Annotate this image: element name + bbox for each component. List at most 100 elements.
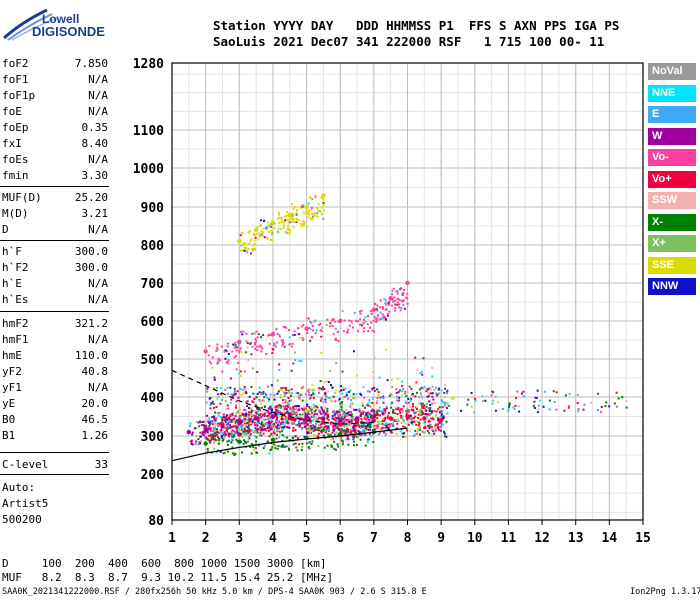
echo-point [363, 426, 366, 429]
echo-point [285, 211, 288, 214]
echo-point [236, 429, 239, 432]
echo-point [418, 396, 421, 399]
echo-point [252, 392, 255, 395]
param-value: N/A [88, 381, 108, 394]
echo-point [334, 448, 337, 451]
echo-point [338, 398, 341, 401]
echo-point [396, 398, 399, 401]
echo-point [375, 413, 378, 416]
echo-point [370, 417, 373, 420]
echo-point [352, 428, 355, 431]
echo-point [538, 399, 541, 402]
echo-point [281, 344, 284, 347]
echo-point [208, 439, 211, 442]
echo-point [374, 302, 377, 305]
echo-point [228, 416, 231, 419]
echo-point [419, 409, 422, 412]
echo-point [522, 390, 525, 393]
echo-point [296, 449, 299, 452]
echo-point [213, 378, 216, 381]
echo-point [300, 204, 303, 207]
echo-point [319, 322, 322, 325]
echo-point [508, 403, 511, 406]
echo-point [302, 211, 305, 214]
echo-point [262, 234, 265, 237]
echo-point [281, 427, 284, 430]
echo-point [312, 388, 315, 391]
echo-point [290, 215, 293, 218]
param-row: yF2 40.8 [2, 365, 108, 381]
echo-point [265, 418, 268, 421]
echo-point [330, 438, 333, 441]
echo-point [436, 419, 439, 422]
echo-point [240, 426, 243, 429]
echo-point [358, 323, 361, 326]
echo-point [385, 424, 388, 427]
echo-point [314, 434, 317, 437]
echo-point [277, 445, 280, 448]
echo-point [419, 418, 422, 421]
echo-point [257, 409, 260, 412]
echo-point [211, 366, 214, 369]
echo-point [348, 319, 351, 322]
echo-point [364, 428, 367, 431]
echo-point [567, 406, 570, 409]
echo-point [325, 396, 328, 399]
echo-point [269, 428, 272, 431]
echo-point [296, 327, 299, 330]
echo-point [383, 316, 386, 319]
echo-point [245, 412, 248, 415]
auto-line3: 500200 [2, 513, 42, 526]
echo-point [405, 401, 408, 404]
echo-point [320, 387, 323, 390]
echo-point [490, 394, 493, 397]
series-point [203, 427, 208, 433]
echo-point [258, 409, 261, 412]
echo-point [401, 385, 404, 388]
echo-point [388, 300, 391, 303]
echo-point [428, 387, 431, 390]
echo-point [307, 213, 310, 216]
echo-point [269, 405, 272, 408]
echo-point [285, 231, 288, 234]
echo-point [346, 430, 349, 433]
echo-point [238, 351, 241, 354]
echo-point [325, 380, 328, 383]
echo-point [269, 239, 272, 242]
echo-point [335, 362, 338, 365]
echo-point [234, 452, 237, 455]
echo-point [246, 405, 249, 408]
echo-point [307, 212, 310, 215]
echo-point [259, 344, 262, 347]
echo-point [281, 421, 284, 424]
echo-point [344, 418, 347, 421]
echo-point [267, 231, 270, 234]
echo-point [310, 218, 313, 221]
param-value: 25.20 [74, 191, 108, 204]
echo-point [246, 429, 249, 432]
echo-point [553, 401, 556, 404]
echo-point [394, 290, 397, 293]
echo-point [292, 208, 295, 211]
echo-point [254, 414, 257, 417]
echo-point [251, 332, 254, 335]
x-tick-label: 11 [501, 531, 517, 546]
echo-point [271, 238, 274, 241]
param-value: 33 [94, 458, 108, 471]
param-value: N/A [88, 105, 108, 118]
echo-point [444, 395, 447, 398]
echo-point [295, 446, 298, 449]
echo-point [203, 431, 206, 434]
echo-point [345, 438, 348, 441]
echo-point [282, 341, 285, 344]
echo-point [335, 431, 338, 434]
echo-point [357, 436, 360, 439]
echo-point [533, 400, 536, 403]
echo-point [266, 396, 269, 399]
echo-point [226, 440, 229, 443]
echo-point [308, 388, 311, 391]
echo-point [314, 195, 317, 198]
echo-point [308, 406, 311, 409]
echo-point [275, 409, 278, 412]
echo-point [371, 408, 374, 411]
